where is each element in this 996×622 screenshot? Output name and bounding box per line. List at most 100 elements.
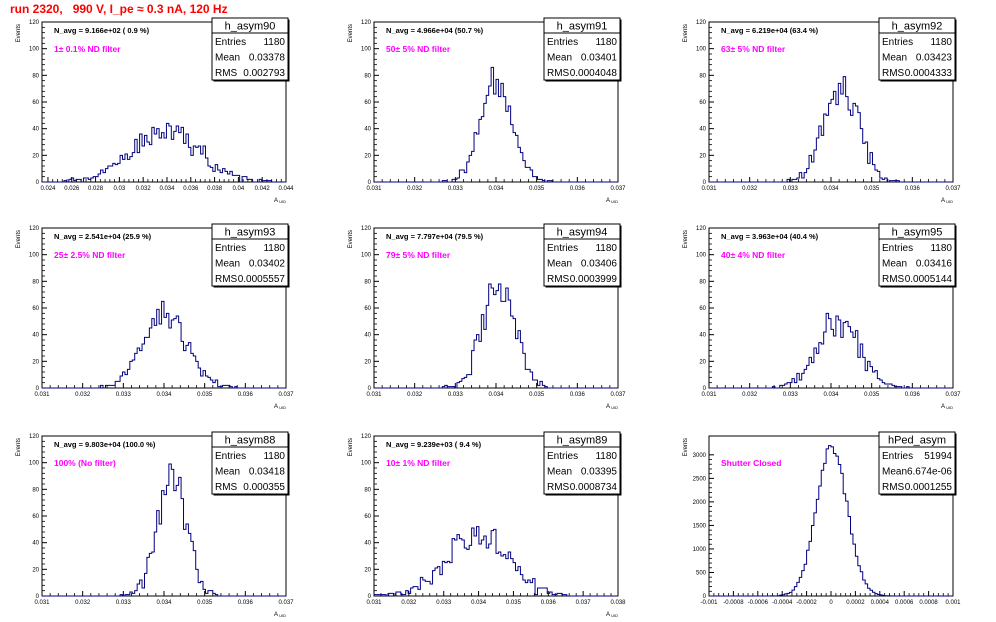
x-tick-label: 0.031 [34, 600, 50, 606]
x-tick-label: 0.032 [407, 392, 423, 398]
stat-value: 0.000355 [243, 482, 285, 493]
stat-value: 1180 [595, 451, 617, 462]
x-tick-label: 0.035 [529, 392, 545, 398]
navg-label: N_avg = 9.239e+03 ( 9.4 %) [386, 440, 482, 449]
x-tick-label: 0.028 [88, 186, 104, 192]
y-tick-label: 60 [364, 514, 371, 520]
y-tick-label: 20 [32, 359, 39, 365]
y-tick-label: 20 [364, 153, 371, 159]
y-tick-label: 3000 [693, 453, 707, 459]
histogram-series [42, 463, 286, 597]
histogram-panel-h_asym94: 0 20 40 60 80 100 120 0.031 0.032 0.033 0.034 0.035… [348, 223, 626, 410]
x-tick-label: 0.032 [742, 392, 758, 398]
y-tick-label: 100 [29, 253, 40, 259]
histogram-name: h_asym90 [225, 21, 276, 33]
stat-value: 0.0001255 [905, 482, 953, 493]
stat-label: Entries [215, 243, 246, 254]
stat-label: RMS [547, 68, 570, 79]
stat-value: 0.03416 [916, 259, 953, 270]
y-tick-label: 80 [364, 279, 371, 285]
x-tick-label: 0.033 [783, 186, 799, 192]
y-tick-label: 500 [696, 570, 707, 576]
y-tick-label: 40 [699, 333, 706, 339]
navg-label: N_avg = 6.219e+04 (63.4 %) [721, 26, 819, 35]
x-axis-label: A UID [274, 404, 286, 410]
x-tick-label: 0.034 [471, 600, 487, 606]
x-tick-label: 0.033 [116, 600, 132, 606]
y-tick-label: 100 [696, 253, 707, 259]
stats-box-frame [543, 223, 621, 287]
x-tick-label: 0.034 [156, 600, 172, 606]
navg-label: N_avg = 7.797e+04 (79.5 %) [386, 232, 484, 241]
histogram-name: h_asym93 [225, 227, 276, 239]
y-tick-label: 20 [32, 567, 39, 573]
x-tick-label: 0.031 [34, 392, 50, 398]
histogram-name: hPed_asym [888, 435, 946, 447]
filter-label: 25± 2.5% ND filter [54, 250, 126, 260]
x-tick-label: 0.031 [701, 186, 717, 192]
stat-value: 0.03395 [581, 467, 618, 478]
x-tick-label: 0.0008 [919, 600, 938, 606]
stat-value: 0.03378 [249, 53, 286, 64]
y-tick-label: 80 [32, 73, 39, 79]
stats-box-frame [211, 17, 289, 81]
y-tick-label: 100 [361, 461, 372, 467]
x-tick-label: 0.033 [436, 600, 452, 606]
stat-value: 0.0005557 [238, 274, 286, 285]
stats-box: h_asym93 Entries 1180 Mean 0.03402 RMS 0.00055… [211, 223, 290, 288]
stats-box: h_asym94 Entries 1180 Mean 0.03406 RMS 0.00039… [543, 223, 622, 288]
x-tick-label: 0.0004 [871, 600, 890, 606]
filter-label: Shutter Closed [721, 458, 781, 468]
stat-value: 1180 [930, 243, 952, 254]
x-tick-label: 0.031 [366, 392, 382, 398]
stat-label: RMS [215, 274, 238, 285]
x-axis-label-subscript: UID [610, 405, 618, 410]
x-tick-label: 0.034 [159, 186, 175, 192]
y-tick-label: 120 [696, 20, 707, 26]
stats-box-frame [211, 431, 289, 495]
x-axis-label: A UID [941, 404, 953, 410]
x-tick-label: 0.036 [183, 186, 199, 192]
stats-box-frame [543, 431, 621, 495]
x-tick-label: 0.033 [448, 392, 464, 398]
y-axis-label: Events [348, 230, 354, 248]
x-tick-label: 0.035 [529, 186, 545, 192]
y-tick-label: 100 [361, 47, 372, 53]
stat-value: 1180 [595, 243, 617, 254]
histogram-series [373, 526, 618, 597]
histogram-series [709, 312, 953, 389]
x-axis-label-subscript: UID [945, 199, 953, 204]
filter-label: 10± 1% ND filter [386, 458, 451, 468]
stats-box: h_asym89 Entries 1180 Mean 0.03395 RMS 0.00087… [543, 431, 622, 496]
y-axis-label: Events [683, 438, 689, 456]
x-axis-label-subscript: UID [278, 613, 286, 618]
x-tick-label: 0.037 [610, 186, 626, 192]
stat-label: Mean [547, 53, 572, 64]
y-axis-label: Events [348, 24, 354, 42]
stat-label: RMS [882, 482, 905, 493]
x-tick-label: 0.036 [541, 600, 557, 606]
y-tick-label: 0 [368, 594, 372, 600]
x-tick-label: 0 [829, 600, 833, 606]
x-tick-label: 0.031 [366, 186, 382, 192]
y-tick-label: 60 [364, 306, 371, 312]
stat-label: RMS [882, 68, 905, 79]
x-axis-label: A UID [606, 404, 618, 410]
histogram-series [42, 300, 286, 389]
stat-value: 0.002793 [243, 68, 285, 79]
x-tick-label: 0.037 [278, 600, 294, 606]
stat-value: 0.03402 [249, 259, 286, 270]
y-tick-label: 100 [361, 253, 372, 259]
x-tick-label: 0.035 [506, 600, 522, 606]
y-axis-label: Events [16, 438, 22, 456]
x-tick-label: -0.0004 [772, 600, 793, 606]
x-tick-label: 0.037 [945, 392, 961, 398]
x-tick-label: 0.038 [610, 600, 626, 606]
stats-box: h_asym91 Entries 1180 Mean 0.03401 RMS 0.00040… [543, 17, 622, 82]
x-tick-label: 0.031 [701, 392, 717, 398]
histogram-series [374, 66, 618, 183]
y-tick-label: 120 [696, 226, 707, 232]
y-tick-label: 80 [699, 73, 706, 79]
histogram-panel-h_asym92: 0 20 40 60 80 100 120 0.031 0.032 0.033 0.034 0.035… [683, 17, 961, 204]
x-tick-label: -0.0002 [796, 600, 817, 606]
